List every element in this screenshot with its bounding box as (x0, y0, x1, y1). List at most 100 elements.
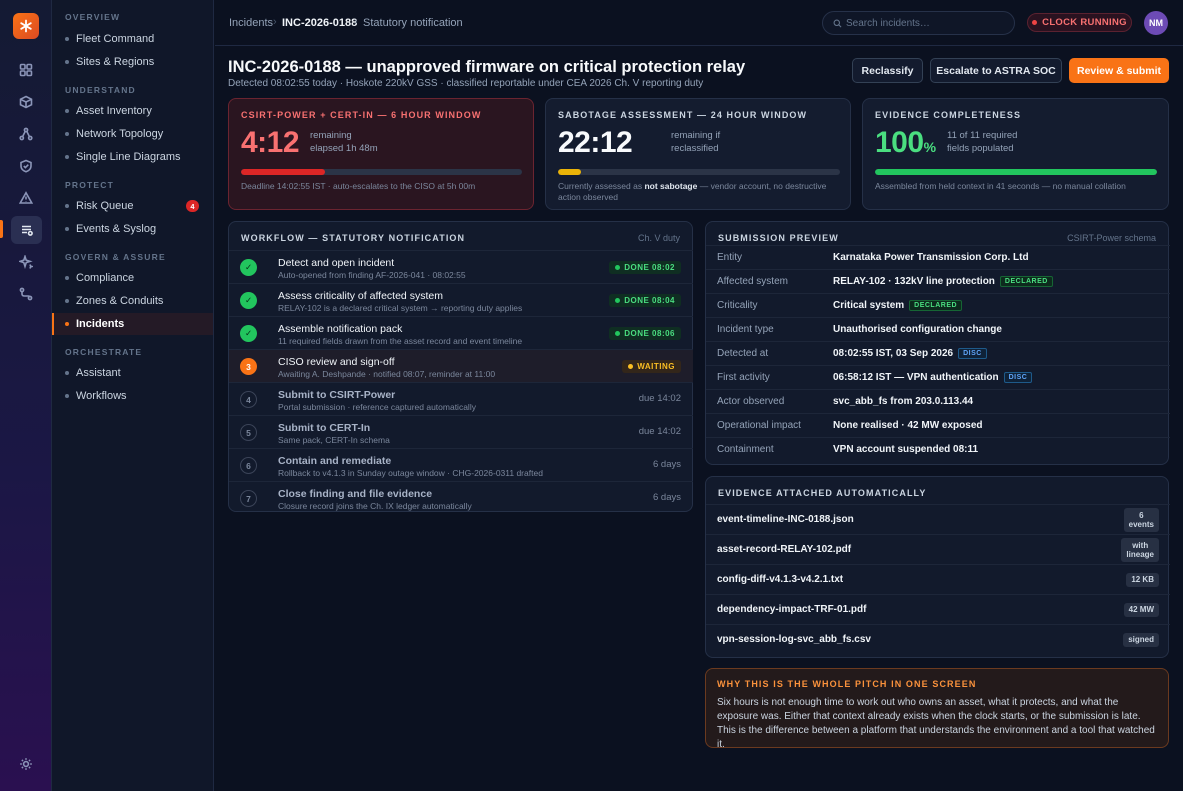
workflow-step[interactable]: ✓ Assemble notification pack 11 required f… (229, 316, 693, 349)
csirt-card-title: CSIRT-POWER + CERT-IN — 6 HOUR WINDOW (241, 110, 482, 120)
step-status-badge: DONE 08:02 (609, 261, 681, 274)
workflow-panel-duty: Ch. V duty (637, 233, 680, 243)
sidebar-item-compliance[interactable]: Compliance (52, 267, 213, 289)
field-value: VPN account suspended 08:11 (833, 444, 979, 455)
settings-sun-icon[interactable] (14, 752, 38, 776)
evidence-file-row[interactable]: config-diff-v4.1.3-v4.2.1.txt 12 KB (706, 564, 1170, 594)
page-title: INC-2026-0188 — unapproved firmware on c… (228, 58, 746, 76)
evidence-file-name[interactable]: config-diff-v4.1.3-v4.2.1.txt (717, 574, 844, 585)
evidence-file-row[interactable]: vpn-session-log-svc_abb_fs.csv signed (706, 624, 1170, 654)
field-value: RELAY-102 · 132kV line protection DECLARE… (833, 276, 1053, 287)
sidebar-item-zones-conduits[interactable]: Zones & Conduits (52, 290, 213, 312)
field-label: Detected at (717, 348, 769, 359)
sparkle-icon[interactable] (14, 250, 38, 274)
sidebar-item-risk-queue[interactable]: Risk Queue 4 (52, 195, 213, 217)
submission-field-row: Entity Karnataka Power Transmission Corp.… (706, 245, 1170, 269)
workflow-step[interactable]: ✓ Assess criticality of affected system RE… (229, 283, 693, 316)
step-description: Closure record joins the Ch. IX ledger a… (278, 501, 472, 511)
evidence-file-name[interactable]: vpn-session-log-svc_abb_fs.csv (717, 634, 871, 645)
shield-check-icon[interactable] (14, 154, 38, 178)
incident-list-icon[interactable] (11, 216, 42, 244)
step-description: Same pack, CERT-In schema (278, 435, 390, 445)
evidence-file-tag: 42 MW (1123, 603, 1159, 617)
cube-icon[interactable] (14, 90, 38, 114)
sidebar-item-assistant[interactable]: Assistant (52, 362, 213, 384)
workflow-step[interactable]: 3 CISO review and sign-off Awaiting A. Des… (229, 349, 693, 382)
sidebar-item-workflows[interactable]: Workflows (52, 385, 213, 407)
field-value: svc_abb_fs from 203.0.113.44 (833, 396, 974, 407)
evidence-file-tag: signed (1123, 633, 1159, 647)
clock-running-badge: CLOCK RUNNING (1027, 13, 1132, 32)
evidence-progress-fill (875, 169, 1157, 175)
sidebar-item-incidents[interactable]: Incidents (52, 313, 213, 335)
reclassify-button[interactable]: Reclassify (852, 58, 923, 83)
step-title: Detect and open incident (278, 257, 395, 269)
step-title: CISO review and sign-off (278, 356, 395, 368)
sidebar-item-asset-inventory[interactable]: Asset Inventory (52, 100, 213, 122)
submission-field-row: Operational impact None realised · 42 MW … (706, 413, 1170, 437)
sabotage-remaining-aside: remaining if reclassified (671, 130, 720, 155)
field-label: Affected system (717, 276, 788, 287)
submission-field-row: Criticality Critical system DECLARED (706, 293, 1170, 317)
sidebar-item-events-syslog[interactable]: Events & Syslog (52, 218, 213, 240)
step-due: 6 days (653, 459, 681, 470)
icon-rail (0, 0, 52, 791)
evidence-file-name[interactable]: dependency-impact-TRF-01.pdf (717, 604, 867, 615)
escalate-button[interactable]: Escalate to ASTRA SOC (930, 58, 1062, 83)
search-placeholder: Search incidents… (846, 17, 930, 29)
risk-count-badge: 4 (186, 200, 199, 212)
status-dot-icon (628, 364, 634, 369)
warning-icon[interactable] (14, 186, 38, 210)
evidence-fields-label: fields populated (947, 142, 1014, 154)
evidence-file-row[interactable]: event-timeline-INC-0188.json 6 events (706, 504, 1170, 534)
workflow-step[interactable]: 5 Submit to CERT-In Same pack, CERT-In sch… (229, 415, 693, 448)
sidebar-item-sites-regions[interactable]: Sites & Regions (52, 51, 213, 73)
workflow-step[interactable]: 6 Contain and remediate Rollback to v4.1.3… (229, 448, 693, 481)
sidebar-item-single-line-diagrams[interactable]: Single Line Diagrams (52, 146, 213, 168)
step-status-badge: DONE 08:04 (609, 294, 681, 307)
sidebar-item-network-topology[interactable]: Network Topology (52, 123, 213, 145)
breadcrumb-incidents[interactable]: Incidents (229, 17, 274, 29)
provenance-tag: DECLARED (909, 300, 963, 311)
field-value: Karnataka Power Transmission Corp. Ltd (833, 252, 1029, 263)
field-value: Critical system DECLARED (833, 300, 963, 311)
provenance-tag: DISC (1003, 372, 1033, 383)
evidence-file-row[interactable]: asset-record-RELAY-102.pdf with lineage (706, 534, 1170, 564)
field-value: 06:58:12 IST — VPN authentication DISC (833, 372, 1033, 383)
evidence-file-name[interactable]: asset-record-RELAY-102.pdf (717, 544, 852, 555)
workflow-step[interactable]: 4 Submit to CSIRT-Power Portal submission … (229, 382, 693, 415)
step-number-icon: 5 (240, 424, 257, 441)
breadcrumb-incident-id[interactable]: INC-2026-0188 (282, 17, 358, 29)
evidence-file-name[interactable]: event-timeline-INC-0188.json (717, 514, 854, 525)
submission-field-row: Incident type Unauthorised configuration … (706, 317, 1170, 341)
status-dot-icon (615, 298, 621, 303)
evidence-attached-panel: EVIDENCE ATTACHED AUTOMATICALLY event-ti… (705, 476, 1170, 658)
submission-schema: CSIRT-Power schema (1067, 233, 1156, 243)
provenance-tag: DECLARED (999, 276, 1053, 287)
field-label: First activity (717, 372, 770, 383)
not-sabotage-emphasis: not sabotage (644, 181, 698, 191)
asterisk-logo-icon[interactable] (13, 13, 39, 39)
search-input[interactable]: Search incidents… (822, 11, 1015, 35)
workflow-icon[interactable] (14, 282, 38, 306)
evidence-progress-bar (875, 169, 1157, 175)
pitch-note-title: WHY THIS IS THE WHOLE PITCH IN ONE SCREE… (717, 679, 977, 689)
avatar[interactable]: NM (1144, 11, 1168, 35)
check-circle-icon: ✓ (240, 292, 257, 309)
sabotage-assessment-note: Currently assessed as not sabotage — ven… (558, 181, 827, 202)
grid-icon[interactable] (14, 58, 38, 82)
evidence-file-row[interactable]: dependency-impact-TRF-01.pdf 42 MW (706, 594, 1170, 624)
workflow-step[interactable]: ✓ Detect and open incident Auto-opened fro… (229, 250, 693, 283)
workflow-step[interactable]: 7 Close finding and file evidence Closure … (229, 481, 693, 514)
breadcrumb-separator: › (273, 16, 277, 28)
step-due: due 14:02 (638, 426, 681, 437)
review-submit-button[interactable]: Review & submit (1069, 58, 1169, 83)
evidence-file-tag: with lineage (1121, 538, 1159, 562)
nav-section-understand: UNDERSTAND (65, 85, 136, 95)
sidebar-item-fleet-command[interactable]: Fleet Command (52, 28, 213, 50)
step-description: Auto-opened from finding AF-2026-041 · 0… (278, 270, 466, 280)
field-value: Unauthorised configuration change (833, 324, 1002, 335)
field-value: 08:02:55 IST, 03 Sep 2026 DISC (833, 348, 987, 359)
csirt-remaining-value: 4:12 (241, 126, 300, 159)
topology-icon[interactable] (14, 122, 38, 146)
